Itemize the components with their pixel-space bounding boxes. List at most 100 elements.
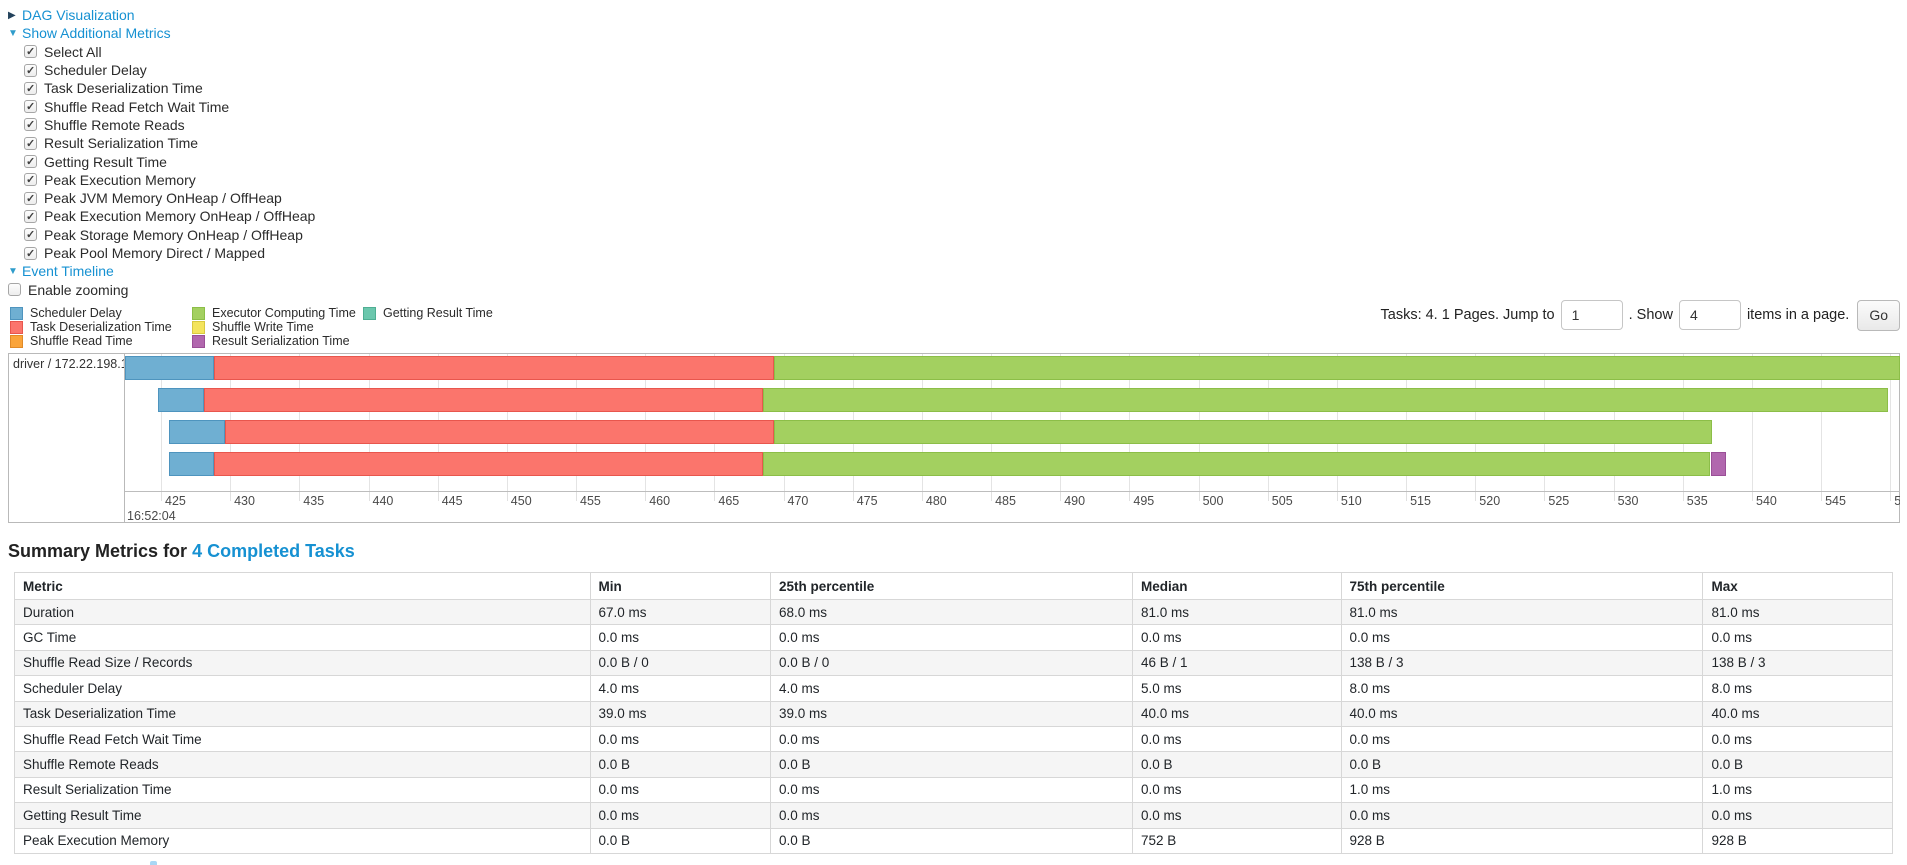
axis-tick-label: 440 bbox=[372, 494, 394, 508]
metric-checkbox-label: Task Deserialization Time bbox=[44, 80, 203, 97]
metric-value-cell: 0.0 B bbox=[770, 751, 1133, 778]
checkbox-checked-icon[interactable] bbox=[24, 209, 37, 223]
metric-value-cell: 0.0 ms bbox=[1702, 624, 1893, 651]
axis-tick-label: 465 bbox=[718, 494, 740, 508]
task-bar[interactable] bbox=[125, 452, 1900, 476]
show-additional-metrics-link[interactable]: Show Additional Metrics bbox=[22, 25, 171, 42]
checkbox-checked-icon[interactable] bbox=[24, 155, 37, 169]
enable-zooming-checkbox[interactable] bbox=[8, 283, 21, 297]
items-per-page-input[interactable] bbox=[1678, 300, 1741, 330]
metric-checkbox-label: Peak Pool Memory Direct / Mapped bbox=[44, 245, 265, 261]
executor-computing-segment[interactable] bbox=[773, 420, 1712, 444]
tick-mark bbox=[1336, 492, 1338, 501]
executor-computing-segment[interactable] bbox=[762, 388, 1888, 412]
checkbox-checked-icon[interactable] bbox=[24, 81, 37, 95]
checkbox-checked-icon[interactable] bbox=[24, 191, 37, 205]
metric-value-cell: 0.0 ms bbox=[770, 776, 1133, 804]
tick-mark bbox=[1129, 492, 1131, 501]
checkbox-checked-icon[interactable] bbox=[24, 45, 37, 59]
tick-mark bbox=[1682, 492, 1684, 501]
tick-mark bbox=[1198, 492, 1200, 501]
tick-mark bbox=[1406, 492, 1408, 501]
metric-value-cell: 8.0 ms bbox=[1340, 675, 1704, 702]
dag-visualization-link[interactable]: DAG Visualization bbox=[22, 7, 135, 24]
axis-tick-label: 445 bbox=[441, 494, 463, 508]
task-bar[interactable] bbox=[125, 356, 1900, 380]
show-additional-metrics-toggle[interactable]: ▼ Show Additional Metrics bbox=[8, 24, 315, 42]
metric-checkbox-label: Peak Storage Memory OnHeap / OffHeap bbox=[44, 226, 303, 243]
metric-value-cell: 138 B / 3 bbox=[1702, 649, 1893, 677]
scheduler-delay-segment[interactable] bbox=[158, 388, 204, 412]
metric-value-cell: 1.0 ms bbox=[1340, 776, 1704, 804]
metric-value-cell: 0.0 B bbox=[589, 827, 772, 854]
axis-tick-label: 450 bbox=[510, 494, 532, 508]
metric-value-cell: 5.0 ms bbox=[1131, 675, 1342, 702]
executor-computing-segment[interactable] bbox=[773, 356, 1900, 380]
scheduler-delay-segment[interactable] bbox=[169, 452, 214, 476]
metric-value-cell: 0.0 ms bbox=[589, 624, 772, 651]
checkbox-checked-icon[interactable] bbox=[24, 100, 37, 114]
task-deserialization-segment[interactable] bbox=[213, 356, 774, 380]
result-serialization-segment[interactable] bbox=[1710, 452, 1726, 476]
metric-value-cell: 1.0 ms bbox=[1702, 776, 1893, 804]
event-timeline-link[interactable]: Event Timeline bbox=[22, 263, 114, 280]
checkbox-checked-icon[interactable] bbox=[24, 136, 37, 150]
column-header: Metric bbox=[14, 572, 591, 600]
axis-tick-label: 490 bbox=[1064, 494, 1086, 508]
chevron-right-icon: ▶ bbox=[8, 9, 16, 21]
table-row: Shuffle Read Fetch Wait Time 0.0 ms 0.0 ms… bbox=[14, 725, 1893, 753]
task-deserialization-segment[interactable] bbox=[213, 452, 763, 476]
legend-column: Executor Computing Time Shuffle Write Tim… bbox=[192, 306, 356, 349]
table-row: Shuffle Read Size / Records 0.0 B / 0 0.0 … bbox=[14, 649, 1893, 677]
checkbox-checked-icon[interactable] bbox=[24, 228, 37, 242]
tick-mark bbox=[1821, 492, 1823, 501]
metric-value-cell: 46 B / 1 bbox=[1131, 649, 1342, 677]
table-row: Getting Result Time 0.0 ms 0.0 ms 0.0 ms 0.0… bbox=[14, 802, 1893, 829]
metric-value-cell: 0.0 ms bbox=[1340, 802, 1704, 829]
event-timeline-chart: driver / 172.22.198.104 16:52:04 425 430 4… bbox=[8, 353, 1900, 523]
metric-name-cell: Scheduler Delay bbox=[14, 675, 591, 702]
table-row: Shuffle Remote Reads 0.0 B 0.0 B 0.0 B 0.0 B… bbox=[14, 751, 1893, 778]
timeline-plot-area bbox=[125, 354, 1900, 491]
metric-value-cell: 0.0 ms bbox=[1340, 725, 1704, 753]
scheduler-delay-segment[interactable] bbox=[125, 356, 214, 380]
getting-result-swatch-icon bbox=[363, 306, 376, 320]
metric-checkbox-row: Getting Result Time bbox=[8, 152, 315, 170]
task-deserialization-segment[interactable] bbox=[203, 388, 763, 412]
metric-checkbox-row: Peak JVM Memory OnHeap / OffHeap bbox=[8, 189, 315, 207]
task-bar[interactable] bbox=[125, 420, 1900, 444]
legend-column: Getting Result Time bbox=[363, 306, 493, 320]
executor-computing-segment[interactable] bbox=[762, 452, 1711, 476]
checkbox-checked-icon[interactable] bbox=[24, 246, 37, 260]
timeline-time-axis: 16:52:04 425 430 435 440 445 450 455 460 465 470 4… bbox=[125, 491, 1900, 523]
metric-checkbox-label: Shuffle Read Fetch Wait Time bbox=[44, 98, 230, 115]
metric-checkbox-label: Shuffle Remote Reads bbox=[44, 116, 185, 133]
metric-checkbox-row: Task Deserialization Time bbox=[8, 79, 315, 97]
items-in-page-text: items in a page. bbox=[1746, 307, 1850, 323]
metric-value-cell: 0.0 ms bbox=[1702, 725, 1893, 753]
metric-value-cell: 40.0 ms bbox=[1340, 700, 1704, 727]
axis-tick-label: 510 bbox=[1340, 494, 1362, 508]
completed-tasks-link[interactable]: 4 Completed Tasks bbox=[192, 541, 355, 561]
legend-label: Shuffle Write Time bbox=[212, 320, 314, 335]
checkbox-checked-icon[interactable] bbox=[24, 63, 37, 77]
metric-value-cell: 0.0 ms bbox=[1340, 624, 1704, 651]
metric-name-cell: Shuffle Remote Reads bbox=[14, 751, 591, 778]
checkbox-checked-icon[interactable] bbox=[24, 173, 37, 187]
go-button[interactable]: Go bbox=[1857, 299, 1900, 331]
metric-value-cell: 0.0 B bbox=[589, 751, 772, 778]
task-bar[interactable] bbox=[125, 388, 1900, 412]
event-timeline-toggle[interactable]: ▼ Event Timeline bbox=[8, 262, 315, 280]
gridline bbox=[1752, 354, 1753, 491]
dag-visualization-toggle[interactable]: ▶ DAG Visualization bbox=[8, 6, 315, 24]
metric-value-cell: 81.0 ms bbox=[1702, 598, 1893, 626]
checkbox-checked-icon[interactable] bbox=[24, 118, 37, 132]
jump-to-page-input[interactable] bbox=[1560, 300, 1623, 330]
task-deserialization-segment[interactable] bbox=[224, 420, 774, 444]
result-serialization-swatch-icon bbox=[192, 334, 205, 348]
legend-column: Scheduler Delay Task Deserialization Time… bbox=[10, 306, 172, 349]
metric-value-cell: 928 B bbox=[1702, 827, 1893, 854]
tick-mark bbox=[921, 492, 923, 501]
scheduler-delay-segment[interactable] bbox=[169, 420, 225, 444]
